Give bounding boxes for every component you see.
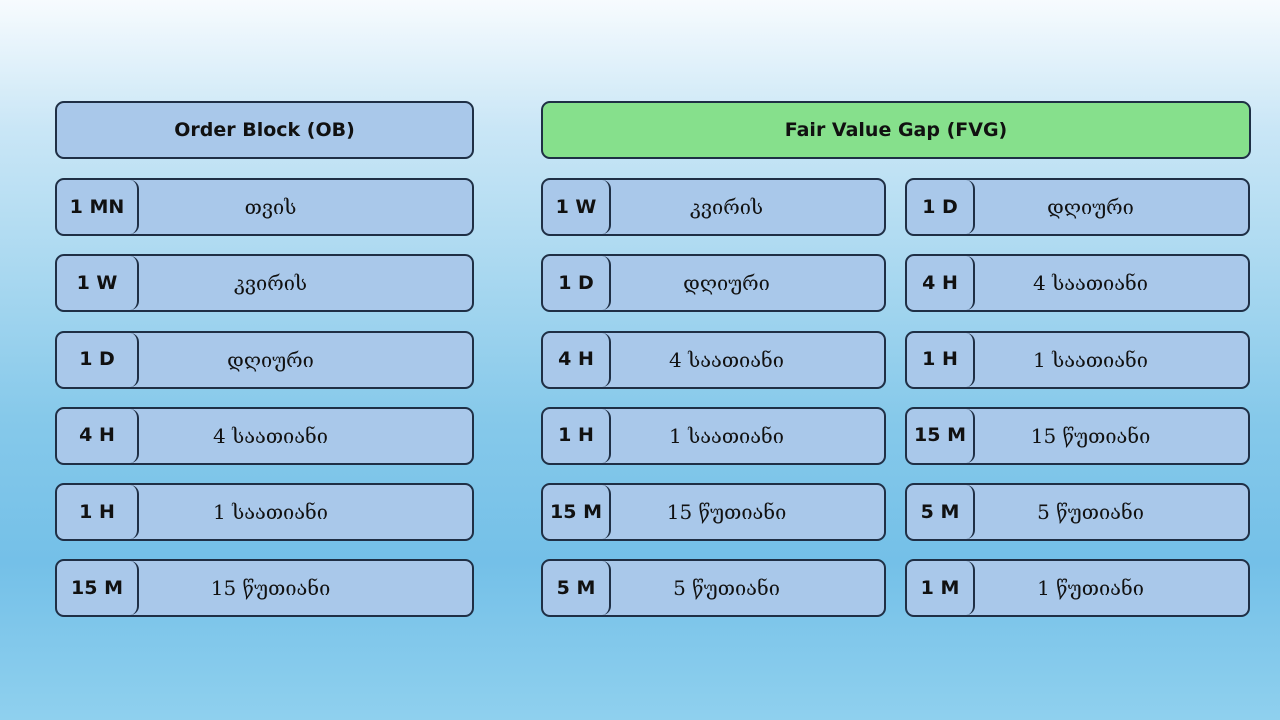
timeframe-row: 15 M 15 წუთიანი xyxy=(55,559,474,618)
timeframe-row: 1 D დღიური xyxy=(55,330,474,389)
timeframe-code: 1 MN xyxy=(57,180,139,234)
timeframe-row: 1 H 1 საათიანი xyxy=(905,330,1250,389)
timeframe-row: 1 D დღიური xyxy=(905,178,1250,236)
timeframe-label: 1 საათიანი xyxy=(1033,347,1148,372)
order-block-header: Order Block (OB) xyxy=(55,101,474,159)
timeframe-label: 15 წუთიანი xyxy=(1030,423,1151,448)
timeframe-label: თვის xyxy=(244,195,297,219)
timeframe-row: 5 M 5 წუთიანი xyxy=(905,483,1250,542)
timeframe-row: 1 M 1 წუთიანი xyxy=(905,559,1250,618)
timeframe-row: 4 H 4 საათიანი xyxy=(55,406,474,465)
fair-value-gap-header: Fair Value Gap (FVG) xyxy=(541,101,1251,159)
timeframe-label: 15 წუთიანი xyxy=(666,500,787,525)
order-block-column: 1 MN თვის 1 W კვირის 1 D დღიური 4 H 4 სა… xyxy=(55,178,474,636)
timeframe-row: 5 M 5 წუთიანი xyxy=(541,559,886,618)
timeframe-row: 4 H 4 საათიანი xyxy=(541,330,886,389)
timeframe-label: კვირის xyxy=(689,195,764,219)
timeframe-code: 15 M xyxy=(907,408,975,463)
timeframe-code: 1 H xyxy=(543,408,611,463)
timeframe-code: 1 D xyxy=(57,332,139,387)
timeframe-code: 1 W xyxy=(57,256,139,311)
fair-value-gap-title: Fair Value Gap (FVG) xyxy=(784,119,1008,141)
fvg-left-column: 1 W კვირის 1 D დღიური 4 H 4 საათიანი 1 H… xyxy=(541,178,886,636)
timeframe-label: 4 საათიანი xyxy=(1033,271,1148,296)
timeframe-code: 4 H xyxy=(907,256,975,311)
timeframe-code: 15 M xyxy=(543,485,611,540)
order-block-title: Order Block (OB) xyxy=(174,119,355,141)
timeframe-row: 1 H 1 საათიანი xyxy=(55,483,474,542)
timeframe-code: 1 D xyxy=(543,256,611,311)
timeframe-label: 1 წუთიანი xyxy=(1037,576,1144,601)
timeframe-code: 4 H xyxy=(57,408,139,463)
timeframe-label: დღიური xyxy=(1047,195,1134,219)
timeframe-label: დღიური xyxy=(227,347,314,372)
timeframe-code: 1 D xyxy=(907,180,975,234)
timeframe-label: დღიური xyxy=(683,271,770,296)
timeframe-code: 5 M xyxy=(907,485,975,540)
timeframe-row: 1 D დღიური xyxy=(541,254,886,313)
timeframe-label: 1 საათიანი xyxy=(669,423,784,448)
timeframe-label: 5 წუთიანი xyxy=(673,576,780,601)
fvg-right-column: 1 D დღიური 4 H 4 საათიანი 1 H 1 საათიანი… xyxy=(905,178,1250,636)
timeframe-label: 5 წუთიანი xyxy=(1037,500,1144,525)
timeframe-label: 1 საათიანი xyxy=(213,500,328,525)
timeframe-code: 1 W xyxy=(543,180,611,234)
timeframe-code: 1 M xyxy=(907,561,975,616)
timeframe-row: 1 W კვირის xyxy=(55,254,474,313)
timeframe-row: 4 H 4 საათიანი xyxy=(905,254,1250,313)
timeframe-code: 1 H xyxy=(57,485,139,540)
timeframe-row: 1 H 1 საათიანი xyxy=(541,406,886,465)
timeframe-label: 4 საათიანი xyxy=(213,423,328,448)
timeframe-row: 15 M 15 წუთიანი xyxy=(905,406,1250,465)
timeframe-row: 15 M 15 წუთიანი xyxy=(541,483,886,542)
timeframe-code: 1 H xyxy=(907,332,975,387)
timeframe-label: კვირის xyxy=(233,271,308,296)
timeframe-code: 4 H xyxy=(543,332,611,387)
timeframe-row: 1 MN თვის xyxy=(55,178,474,236)
timeframe-code: 15 M xyxy=(57,561,139,616)
timeframe-label: 4 საათიანი xyxy=(669,347,784,372)
timeframe-row: 1 W კვირის xyxy=(541,178,886,236)
timeframe-label: 15 წუთიანი xyxy=(210,576,331,601)
timeframe-code: 5 M xyxy=(543,561,611,616)
